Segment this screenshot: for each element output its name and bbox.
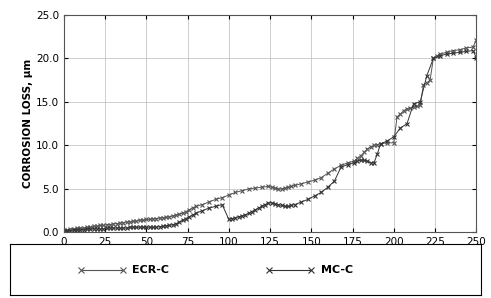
ECR-C <box>473 38 479 42</box>
ECR-C <box>252 186 258 190</box>
ECR-C <box>160 216 166 219</box>
MC-C <box>229 217 235 220</box>
MC-C <box>351 161 357 164</box>
Text: MC-C: MC-C <box>321 265 353 275</box>
ECR-C <box>137 218 143 222</box>
MC-C <box>87 227 93 231</box>
MC-C <box>279 204 285 207</box>
ECR-C <box>61 228 67 232</box>
ECR-C <box>147 218 153 221</box>
ECR-C <box>384 141 390 145</box>
Y-axis label: CORROSION LOSS, µm: CORROSION LOSS, µm <box>23 59 33 188</box>
Text: ECR-C: ECR-C <box>133 265 169 275</box>
ECR-C <box>269 185 274 189</box>
MC-C <box>473 56 479 59</box>
MC-C <box>470 49 476 52</box>
MC-C <box>255 206 261 210</box>
Line: ECR-C: ECR-C <box>61 38 479 232</box>
MC-C <box>61 229 67 232</box>
MC-C <box>81 228 86 232</box>
Line: MC-C: MC-C <box>61 48 479 233</box>
X-axis label: TIME, weeks: TIME, weeks <box>231 250 309 260</box>
